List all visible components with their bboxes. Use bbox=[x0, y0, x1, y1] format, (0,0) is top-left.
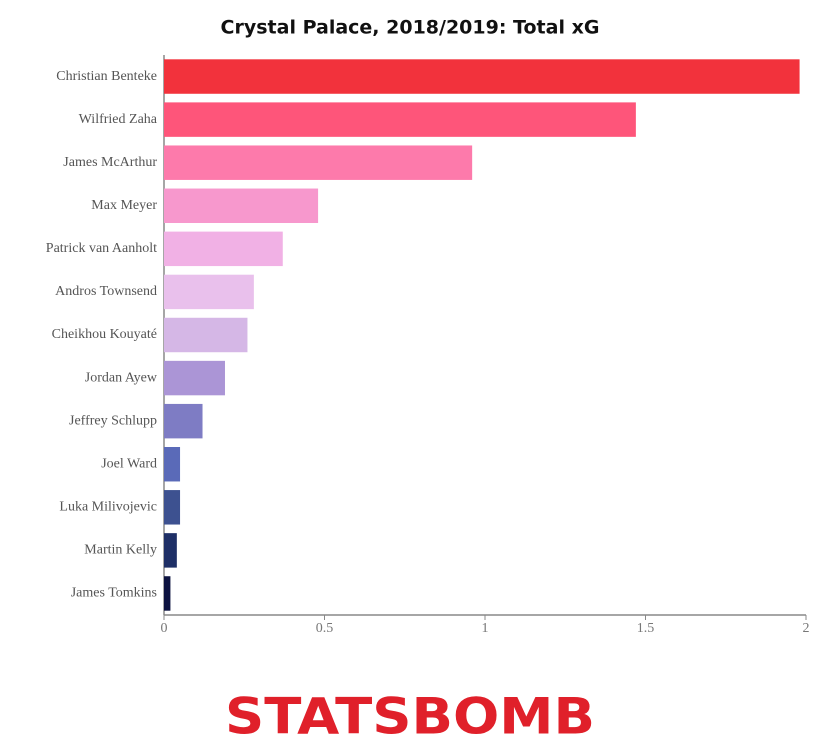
y-tick-label: Jeffrey Schlupp bbox=[69, 413, 157, 428]
y-tick-label: James McArthur bbox=[63, 155, 157, 170]
logo: STATSBOMB bbox=[225, 688, 595, 746]
y-tick-label: Andros Townsend bbox=[55, 284, 157, 299]
x-tick-label: 0.5 bbox=[316, 621, 334, 636]
bar bbox=[164, 317, 248, 353]
bar bbox=[164, 403, 203, 439]
y-tick-label: Max Meyer bbox=[91, 198, 157, 213]
bar bbox=[164, 231, 283, 267]
bar bbox=[164, 447, 181, 482]
y-tick-label: Jordan Ayew bbox=[85, 370, 158, 385]
y-tick-label: Cheikhou Kouyaté bbox=[52, 327, 157, 342]
y-tick-label: Wilfried Zaha bbox=[79, 112, 158, 127]
y-tick-label: Christian Benteke bbox=[56, 69, 157, 84]
bar bbox=[164, 188, 319, 223]
x-tick-label: 1.5 bbox=[637, 621, 655, 636]
bar bbox=[164, 576, 171, 611]
bar bbox=[164, 274, 254, 310]
y-tick-label: Patrick van Aanholt bbox=[46, 241, 157, 256]
bar bbox=[164, 59, 800, 94]
bar bbox=[164, 490, 181, 525]
bar bbox=[164, 145, 473, 180]
y-tick-label: Martin Kelly bbox=[84, 543, 157, 558]
y-tick-label: Luka Milivojevic bbox=[59, 500, 157, 515]
bar bbox=[164, 533, 177, 568]
x-tick-label: 1 bbox=[482, 621, 489, 636]
chart-title: Crystal Palace, 2018/2019: Total xG bbox=[221, 17, 600, 39]
x-tick-label: 0 bbox=[161, 621, 168, 636]
y-tick-label: James Tomkins bbox=[71, 586, 157, 601]
bar bbox=[164, 360, 225, 396]
bar bbox=[164, 102, 636, 137]
y-tick-label: Joel Ward bbox=[101, 456, 157, 471]
x-tick-label: 2 bbox=[803, 621, 810, 636]
